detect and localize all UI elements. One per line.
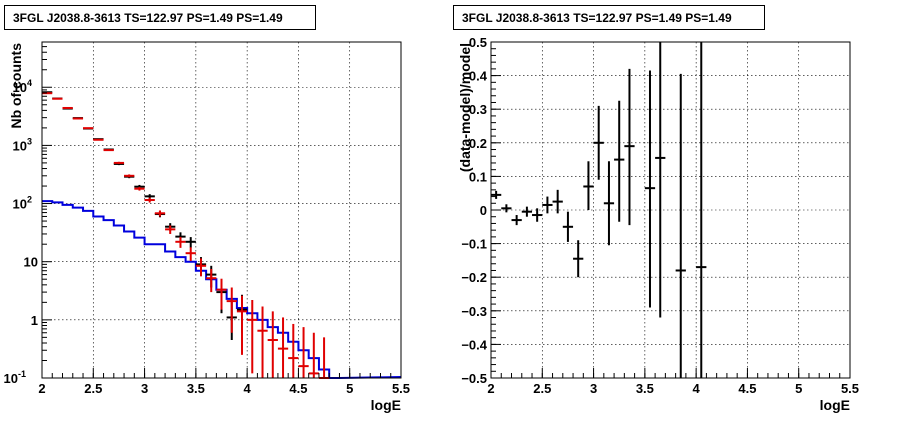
y-tick-label: 0.3 <box>469 102 487 117</box>
model-point <box>318 337 330 379</box>
residual-point <box>603 161 615 246</box>
residual-point <box>532 208 543 222</box>
x-axis-label: logE <box>820 397 850 413</box>
model-point <box>103 149 114 152</box>
model-point <box>308 332 319 378</box>
x-tick-label: 2 <box>38 381 45 396</box>
y-tick-label: −0.3 <box>461 304 487 319</box>
x-tick-label: 4 <box>244 381 252 396</box>
model-point <box>134 186 145 191</box>
model-point <box>206 268 217 293</box>
y-tick-label: −0.2 <box>461 270 487 285</box>
model-point <box>298 327 309 378</box>
x-tick-label: 3.5 <box>187 381 205 396</box>
grid-lines <box>42 42 401 378</box>
y-tick-label: 0.1 <box>469 169 487 184</box>
y-tick-label: 0.5 <box>469 35 487 50</box>
y-tick-label: 103 <box>13 136 32 153</box>
x-tick-label: 4.5 <box>738 381 756 396</box>
model-point <box>288 323 299 378</box>
model-point <box>226 287 237 333</box>
residual-point <box>624 68 635 226</box>
residual-point <box>501 204 512 213</box>
x-tick-label: 3.5 <box>636 381 654 396</box>
residual-point <box>593 105 604 180</box>
residual-point <box>542 196 553 214</box>
model-point <box>185 247 196 261</box>
x-tick-label: 5.5 <box>392 381 410 396</box>
model-point <box>113 161 125 165</box>
y-tick-label: 1 <box>31 313 38 328</box>
x-tick-label: 2.5 <box>84 381 102 396</box>
model-point <box>165 225 176 234</box>
chart-title: 3FGL J2038.8-3613 TS=122.97 PS=1.49 PS=1… <box>462 11 732 25</box>
x-tick-label: 3 <box>141 381 148 396</box>
residual-point <box>573 240 584 278</box>
model-point <box>124 174 135 178</box>
model-point <box>52 97 63 100</box>
model-point <box>62 106 73 109</box>
model-point <box>195 258 207 277</box>
data-point <box>185 237 196 248</box>
y-tick-label: 0 <box>480 203 487 218</box>
model-point <box>257 306 268 378</box>
x-tick-label: 2.5 <box>533 381 551 396</box>
model-point <box>83 127 94 130</box>
chart-title-box <box>4 5 316 30</box>
x-tick-label: 4.5 <box>289 381 307 396</box>
model-point <box>144 197 155 203</box>
residual-point <box>521 206 533 217</box>
y-axis-label: (data-model)/model <box>457 43 473 172</box>
residual-point <box>511 215 522 226</box>
y-tick-label: 0.4 <box>469 69 488 84</box>
residual-point <box>583 161 594 210</box>
residual-point <box>644 70 656 308</box>
x-tick-label: 3 <box>590 381 597 396</box>
y-tick-label: 10 <box>24 255 38 270</box>
chart-title: 3FGL J2038.8-3613 TS=122.97 PS=1.49 PS=1… <box>13 11 283 25</box>
model-point <box>236 295 248 355</box>
residual-point <box>562 211 574 242</box>
residuals-panel: 2 2.5 3 3.5 4 4.5 5 5.5 −0.5 −0.4 −0.3 −0.2 −0.1 0 0.1… <box>453 5 859 413</box>
data-marks <box>491 42 707 378</box>
residual-point <box>675 73 686 378</box>
y-axis-label: Nb of counts <box>8 43 24 129</box>
x-tick-label: 5.5 <box>841 381 859 396</box>
x-tick-label: 5 <box>795 381 802 396</box>
x-tick-label: 2 <box>487 381 494 396</box>
residual-point <box>655 42 666 318</box>
y-tick-label: 10-1 <box>4 369 26 386</box>
x-axis-label: logE <box>371 397 401 413</box>
grid-lines <box>491 42 850 378</box>
x-tick-label: 4 <box>693 381 701 396</box>
residual-point <box>614 100 625 222</box>
model-point <box>72 117 84 120</box>
y-tick-label: 0.2 <box>469 136 487 151</box>
y-tick-label: −0.4 <box>461 337 487 352</box>
data-marks <box>42 91 402 379</box>
y-tick-label: 102 <box>13 195 32 212</box>
axes: 2 2.5 3 3.5 4 4.5 5 5.5 −0.5 −0.4 −0.3 −0.2 −0.1 0 0.1… <box>461 35 859 396</box>
model-point <box>154 210 166 217</box>
x-tick-label: 5 <box>346 381 353 396</box>
model-point <box>216 278 227 310</box>
model-point <box>93 138 104 141</box>
model-point <box>175 236 186 248</box>
plot-frame <box>41 41 402 379</box>
model-point <box>267 311 278 378</box>
chart-title-box <box>453 5 765 30</box>
model-point <box>277 317 289 378</box>
residual-point <box>491 190 502 199</box>
residual-point <box>696 42 707 378</box>
residual-point <box>552 189 563 214</box>
y-tick-label: −0.5 <box>461 371 487 386</box>
model-point <box>247 299 258 374</box>
y-tick-label: −0.1 <box>461 237 487 252</box>
